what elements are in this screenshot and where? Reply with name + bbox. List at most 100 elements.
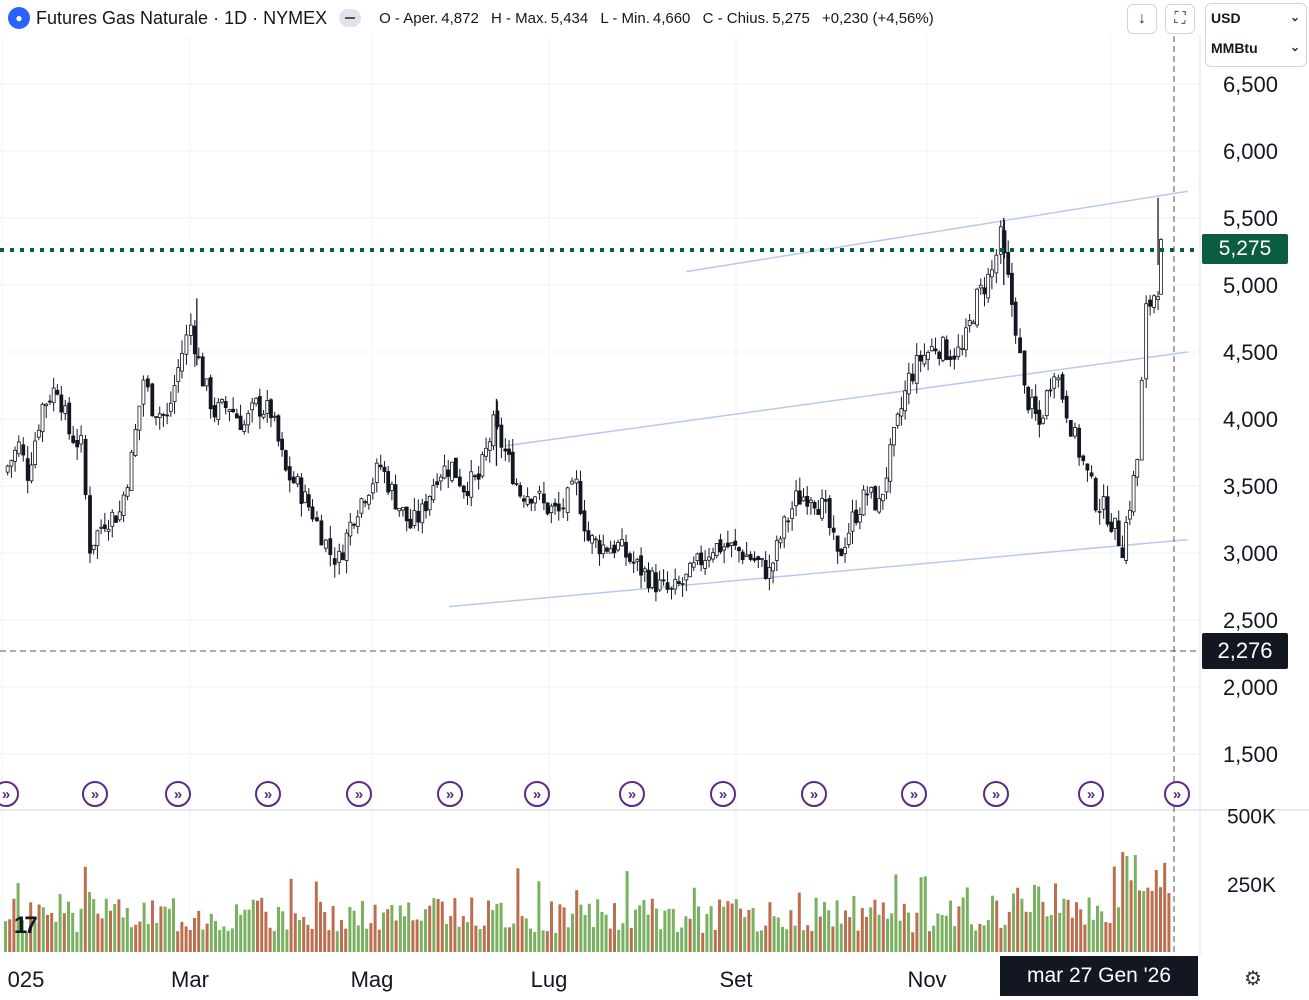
- candle-body: [899, 408, 904, 417]
- collapse-toggle-icon[interactable]: [339, 9, 362, 27]
- currency-unit-selector[interactable]: USD ⌄ MMBtu ⌄: [1205, 3, 1307, 67]
- event-marker[interactable]: [255, 781, 281, 807]
- event-marker[interactable]: [346, 781, 372, 807]
- volume-bar: [1121, 852, 1125, 952]
- volume-bar: [1142, 891, 1146, 952]
- candle-body: [514, 482, 519, 485]
- candle-body: [1073, 427, 1077, 437]
- candle-body: [695, 553, 700, 562]
- candle-body: [220, 399, 224, 403]
- candle-body: [975, 288, 979, 326]
- candle-body: [937, 351, 942, 359]
- candle-body: [121, 494, 126, 516]
- volume-bar: [793, 925, 797, 952]
- volume-bar: [377, 929, 381, 952]
- volume-bar: [281, 911, 285, 952]
- symbol-title[interactable]: Futures Gas Naturale · 1D · NYMEX: [36, 7, 328, 28]
- settings-gear-icon[interactable]: ⚙: [1244, 968, 1262, 990]
- candle-body: [597, 539, 602, 555]
- event-marker[interactable]: [82, 781, 108, 807]
- volume-bar: [827, 910, 831, 952]
- currency-select[interactable]: USD ⌄: [1206, 4, 1306, 34]
- volume-bar: [730, 903, 734, 952]
- unit-select[interactable]: MMBtu ⌄: [1206, 34, 1306, 64]
- event-marker[interactable]: [983, 781, 1009, 807]
- volume-bar: [638, 905, 642, 952]
- volume-bar: [869, 907, 873, 952]
- candle-body: [854, 509, 859, 524]
- candle-body: [13, 449, 17, 462]
- event-marker[interactable]: [437, 781, 463, 807]
- event-marker[interactable]: [901, 781, 927, 807]
- candle-body: [574, 478, 579, 484]
- event-marker[interactable]: [710, 781, 736, 807]
- event-marker[interactable]: [801, 781, 827, 807]
- event-marker[interactable]: [165, 781, 191, 807]
- volume-bar: [877, 914, 881, 952]
- volume-bar: [575, 890, 579, 952]
- candle-body: [1089, 472, 1094, 477]
- volume-bar: [75, 931, 79, 952]
- candle-body: [688, 562, 692, 578]
- candle-body: [446, 469, 451, 477]
- candle-body: [608, 548, 613, 554]
- candle-body: [416, 511, 421, 523]
- candle-body: [1030, 396, 1034, 410]
- candle-body: [1156, 296, 1160, 300]
- volume-bar: [235, 904, 238, 952]
- candle-body: [922, 354, 927, 365]
- volume-bar: [508, 927, 511, 952]
- candle-body: [1152, 295, 1156, 308]
- candle-body: [691, 562, 696, 568]
- tradingview-logo: 17: [14, 912, 38, 939]
- volume-bar: [705, 914, 709, 952]
- volume-bar: [848, 917, 852, 952]
- chevron-down-icon: ⌄: [1289, 10, 1300, 24]
- volume-bar: [1045, 916, 1049, 952]
- volume-bar: [1049, 915, 1053, 952]
- candle-body: [740, 551, 745, 561]
- candle-body: [1037, 409, 1042, 425]
- candle-body: [59, 394, 64, 413]
- volume-bar: [20, 920, 24, 952]
- volume-bar: [642, 900, 646, 952]
- change-value: +0,230 (+4,56%): [821, 9, 934, 27]
- volume-bar: [1108, 922, 1112, 952]
- volume-bar: [54, 921, 58, 952]
- volume-bar: [1159, 887, 1162, 952]
- candle-body: [180, 353, 184, 372]
- candle-body: [590, 535, 595, 544]
- event-marker-icon: »: [446, 786, 454, 803]
- candle-body: [906, 372, 911, 395]
- candle-body: [33, 440, 38, 465]
- candle-body: [586, 530, 591, 541]
- candle-body: [933, 348, 938, 352]
- volume-bar: [62, 913, 66, 952]
- volume-bar: [961, 897, 965, 952]
- download-button[interactable]: ↓: [1127, 4, 1157, 34]
- candle-body: [507, 448, 511, 455]
- event-marker[interactable]: [0, 781, 19, 807]
- volume-bar: [310, 928, 314, 952]
- volume-bar: [1125, 856, 1129, 952]
- volume-bar: [382, 912, 385, 952]
- volume-bar: [373, 904, 377, 952]
- volume-bar: [1033, 884, 1036, 952]
- event-marker[interactable]: [1164, 781, 1190, 807]
- fullscreen-button[interactable]: ⛶: [1165, 4, 1195, 34]
- candle-body: [457, 476, 462, 487]
- event-marker[interactable]: [619, 781, 645, 807]
- event-marker[interactable]: [524, 781, 550, 807]
- event-marker[interactable]: [1078, 781, 1104, 807]
- volume-bar: [12, 898, 16, 952]
- candle-body: [733, 540, 738, 546]
- candle-body: [631, 561, 636, 564]
- x-tick-label: Set: [719, 967, 752, 992]
- volume-bar: [151, 900, 154, 952]
- candle-body: [1006, 252, 1011, 275]
- volume-bar: [978, 923, 982, 952]
- candle-body: [473, 475, 477, 478]
- volume-bar: [1003, 924, 1007, 952]
- volume-tick-label: 250K: [1227, 874, 1276, 897]
